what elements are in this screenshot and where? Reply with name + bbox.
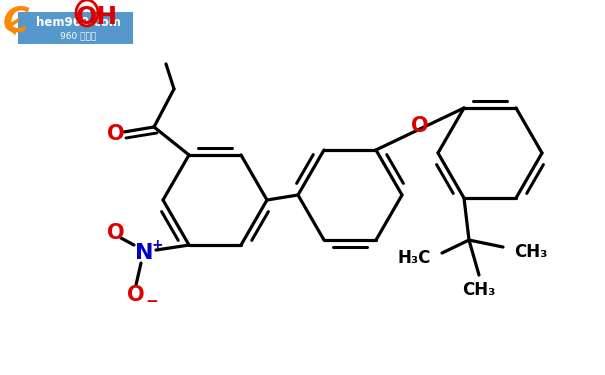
Text: hem960.com: hem960.com <box>36 16 120 30</box>
Text: +: + <box>151 238 163 252</box>
Text: N: N <box>135 243 153 263</box>
Text: CH₃: CH₃ <box>514 243 548 261</box>
Text: CH₃: CH₃ <box>462 281 495 299</box>
Text: O: O <box>411 116 429 136</box>
Text: ‹: ‹ <box>5 8 21 46</box>
FancyBboxPatch shape <box>18 12 133 44</box>
Text: O: O <box>107 223 125 243</box>
Text: OH: OH <box>76 5 118 29</box>
Text: C: C <box>3 5 30 39</box>
Text: 960 化工网: 960 化工网 <box>60 32 96 40</box>
Text: H₃C: H₃C <box>397 249 431 267</box>
Text: O: O <box>127 285 145 305</box>
Text: O: O <box>107 124 125 144</box>
Text: −: − <box>146 294 159 309</box>
